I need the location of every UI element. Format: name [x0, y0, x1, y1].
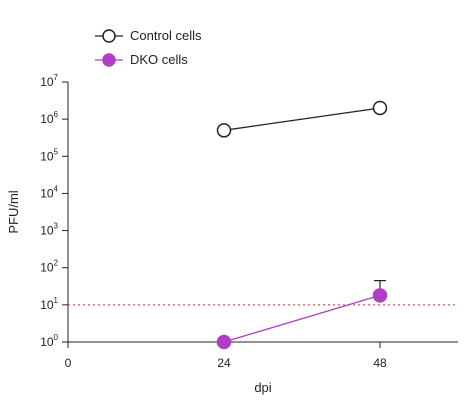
legend-marker-control — [102, 29, 116, 43]
x-ticks: 0 24 48 — [65, 342, 387, 370]
x-tick-label: 0 — [65, 356, 72, 370]
y-tick-label: 102 — [40, 259, 58, 275]
x-tick-label: 48 — [373, 356, 387, 370]
legend-entry-dko: DKO cells — [95, 52, 188, 67]
legend-marker-dko — [102, 53, 116, 67]
y-tick-label: 105 — [40, 147, 58, 163]
legend-entry-control: Control cells — [95, 28, 202, 43]
data-point-dko — [372, 288, 388, 303]
x-tick-label: 24 — [217, 356, 231, 370]
legend-label-dko: DKO cells — [130, 52, 188, 67]
legend-label-control: Control cells — [130, 28, 202, 43]
y-tick-label: 107 — [40, 73, 58, 89]
y-axis-label: PFU/ml — [6, 190, 21, 233]
y-tick-label: 103 — [40, 222, 58, 238]
series-line-control — [223, 107, 381, 131]
x-axis-label: dpi — [254, 380, 271, 395]
legend: Control cells DKO cells — [95, 28, 202, 67]
series-layer — [216, 100, 388, 350]
y-tick-label: 106 — [40, 110, 58, 126]
data-point-control — [372, 100, 388, 116]
y-ticks: 100 101 102 103 104 105 106 107 — [40, 73, 68, 349]
y-tick-label: 100 — [40, 333, 58, 349]
y-tick-label: 101 — [40, 296, 58, 312]
data-point-control — [216, 123, 232, 138]
series-line-dko — [223, 294, 381, 343]
data-point-dko — [216, 334, 232, 350]
y-tick-label: 104 — [40, 184, 58, 200]
